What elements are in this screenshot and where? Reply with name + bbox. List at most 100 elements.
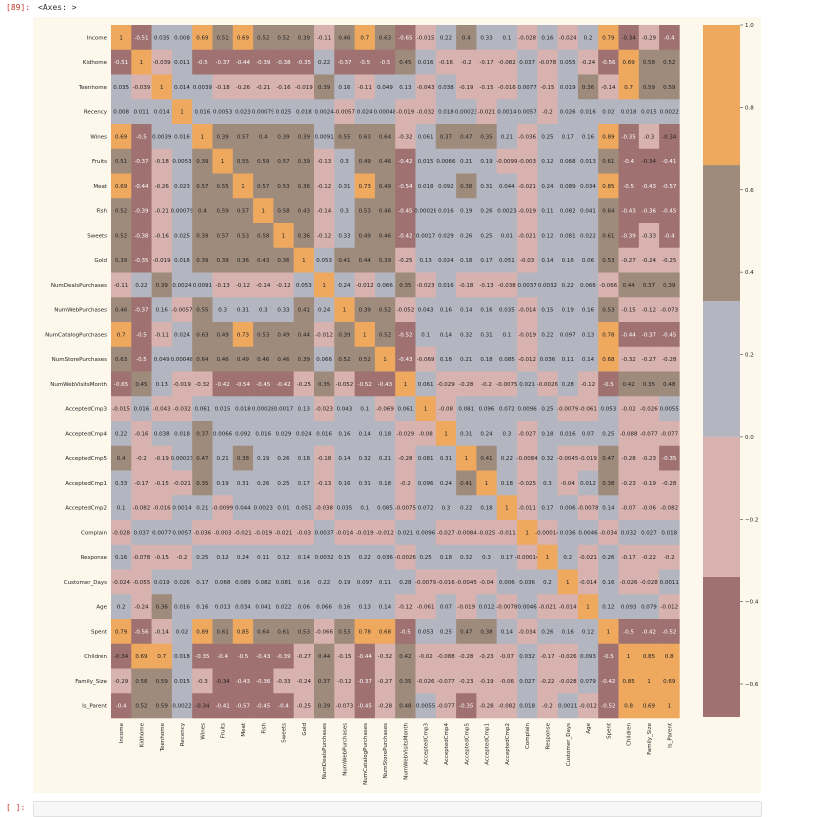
heatmap-cell xyxy=(212,124,234,150)
heatmap-cell xyxy=(395,520,416,546)
x-tick-label: NumStorePurchases xyxy=(383,723,389,778)
cell-value-label: -0.066 xyxy=(599,283,617,289)
heatmap-cell xyxy=(598,520,619,546)
cell-value-label: -0.019 xyxy=(518,209,536,215)
heatmap-cell xyxy=(314,297,335,323)
heatmap-cell xyxy=(638,223,660,249)
cell-value-label: 1 xyxy=(647,679,651,685)
cell-value-label: 0.027 xyxy=(641,530,657,536)
cell-value-label: 0.018 xyxy=(519,704,535,710)
cell-value-label: 0.13 xyxy=(298,407,311,413)
cell-value-label: -0.43 xyxy=(642,184,657,190)
heatmap-cell xyxy=(192,25,213,51)
heatmap-cell xyxy=(395,396,416,422)
heatmap-cell xyxy=(598,445,619,471)
cell-value-label: 0.21 xyxy=(379,456,391,462)
cell-value-label: 0.7 xyxy=(157,654,166,660)
cell-value-label: -0.18 xyxy=(317,456,332,462)
heatmap-cell xyxy=(435,569,457,595)
heatmap-cell xyxy=(314,421,335,447)
empty-code-cell[interactable] xyxy=(33,801,762,817)
heatmap-cell xyxy=(374,25,396,51)
cell-value-label: -0.5 xyxy=(136,134,147,140)
cell-value-label: 1 xyxy=(546,555,550,561)
x-tick-label: NumDealsPurchases xyxy=(322,723,328,779)
cell-value-label: 0.13 xyxy=(582,332,595,338)
heatmap-cell xyxy=(638,643,660,669)
cell-value-label: 0.0023 xyxy=(497,209,517,215)
heatmap-cell xyxy=(293,346,315,372)
cell-value-label: -0.11 xyxy=(358,85,372,91)
cell-value-label: -0.012 xyxy=(315,332,333,338)
heatmap-cell xyxy=(314,643,335,669)
heatmap-cell xyxy=(354,223,376,249)
heatmap-cell xyxy=(537,643,558,669)
heatmap-cell xyxy=(354,569,376,595)
cell-value-label: -0.44 xyxy=(134,184,149,190)
heatmap-cell xyxy=(638,124,660,150)
colorbar-tick-label: 0.0 xyxy=(745,435,754,441)
heatmap-cell xyxy=(618,124,640,150)
heatmap-cell xyxy=(232,272,254,298)
heatmap-cell xyxy=(598,297,619,323)
cell-value-label: 0.2 xyxy=(563,555,572,561)
cell-value-label: 1 xyxy=(607,629,611,635)
heatmap-cell xyxy=(151,223,173,249)
heatmap-cell xyxy=(638,520,660,546)
cell-value-label: 0.64 xyxy=(602,209,615,215)
heatmap-cell xyxy=(151,520,173,546)
heatmap-cell xyxy=(638,619,660,645)
heatmap-cell xyxy=(151,668,173,694)
cell-value-label: 0.2 xyxy=(117,605,126,611)
heatmap-cell xyxy=(435,346,457,372)
heatmap-cell xyxy=(232,124,254,150)
cell-value-label: 0.42 xyxy=(623,382,635,388)
heatmap-cell xyxy=(273,124,294,150)
cell-value-label: -0.18 xyxy=(216,85,231,91)
cell-value-label: -0.012 xyxy=(660,605,678,611)
heatmap-cell xyxy=(314,198,335,224)
heatmap-cell xyxy=(212,25,234,51)
heatmap-cell xyxy=(273,470,294,496)
heatmap-cell xyxy=(557,346,579,372)
cell-value-label: 0.13 xyxy=(156,382,169,388)
heatmap-cell xyxy=(314,470,335,496)
x-tick-label: Meat xyxy=(241,722,247,736)
heatmap-cell xyxy=(618,470,640,496)
heatmap-cell xyxy=(232,173,254,199)
heatmap-cell xyxy=(253,396,274,422)
cell-value-label: -0.36 xyxy=(256,679,271,685)
cell-value-label: 0.8 xyxy=(665,654,674,660)
cell-value-label: 0.16 xyxy=(156,308,169,314)
cell-value-label: -0.15 xyxy=(337,654,352,660)
heatmap-cell xyxy=(171,322,193,348)
cell-value-label: -0.2 xyxy=(542,704,553,710)
cell-value-label: -0.08 xyxy=(419,431,434,437)
heatmap-cell xyxy=(314,693,335,719)
heatmap-cell xyxy=(334,371,355,397)
heatmap-cell xyxy=(293,470,315,496)
cell-value-label: 0.00048 xyxy=(374,110,397,116)
cell-value-label: -0.0084 xyxy=(456,530,478,536)
heatmap-cell xyxy=(659,544,680,570)
heatmap-cell xyxy=(334,693,355,719)
heatmap-cell xyxy=(374,198,396,224)
heatmap-cell xyxy=(212,74,234,100)
heatmap-cell xyxy=(151,173,173,199)
heatmap-cell xyxy=(253,247,274,273)
heatmap-cell xyxy=(496,198,518,224)
cell-value-label: -0.23 xyxy=(479,654,494,660)
heatmap-cell xyxy=(354,297,376,323)
cell-value-label: -0.13 xyxy=(479,283,494,289)
heatmap-cell xyxy=(476,668,497,694)
heatmap-cell xyxy=(638,148,660,174)
cell-value-label: 0.0037 xyxy=(315,530,335,536)
cell-value-label: -0.28 xyxy=(662,357,677,363)
heatmap-cell xyxy=(273,619,294,645)
heatmap-cell xyxy=(171,520,193,546)
heatmap-cell xyxy=(659,421,680,447)
heatmap-cell xyxy=(618,74,640,100)
heatmap-cell xyxy=(395,223,416,249)
heatmap-cell xyxy=(415,124,437,150)
cell-value-label: -0.38 xyxy=(134,233,149,239)
